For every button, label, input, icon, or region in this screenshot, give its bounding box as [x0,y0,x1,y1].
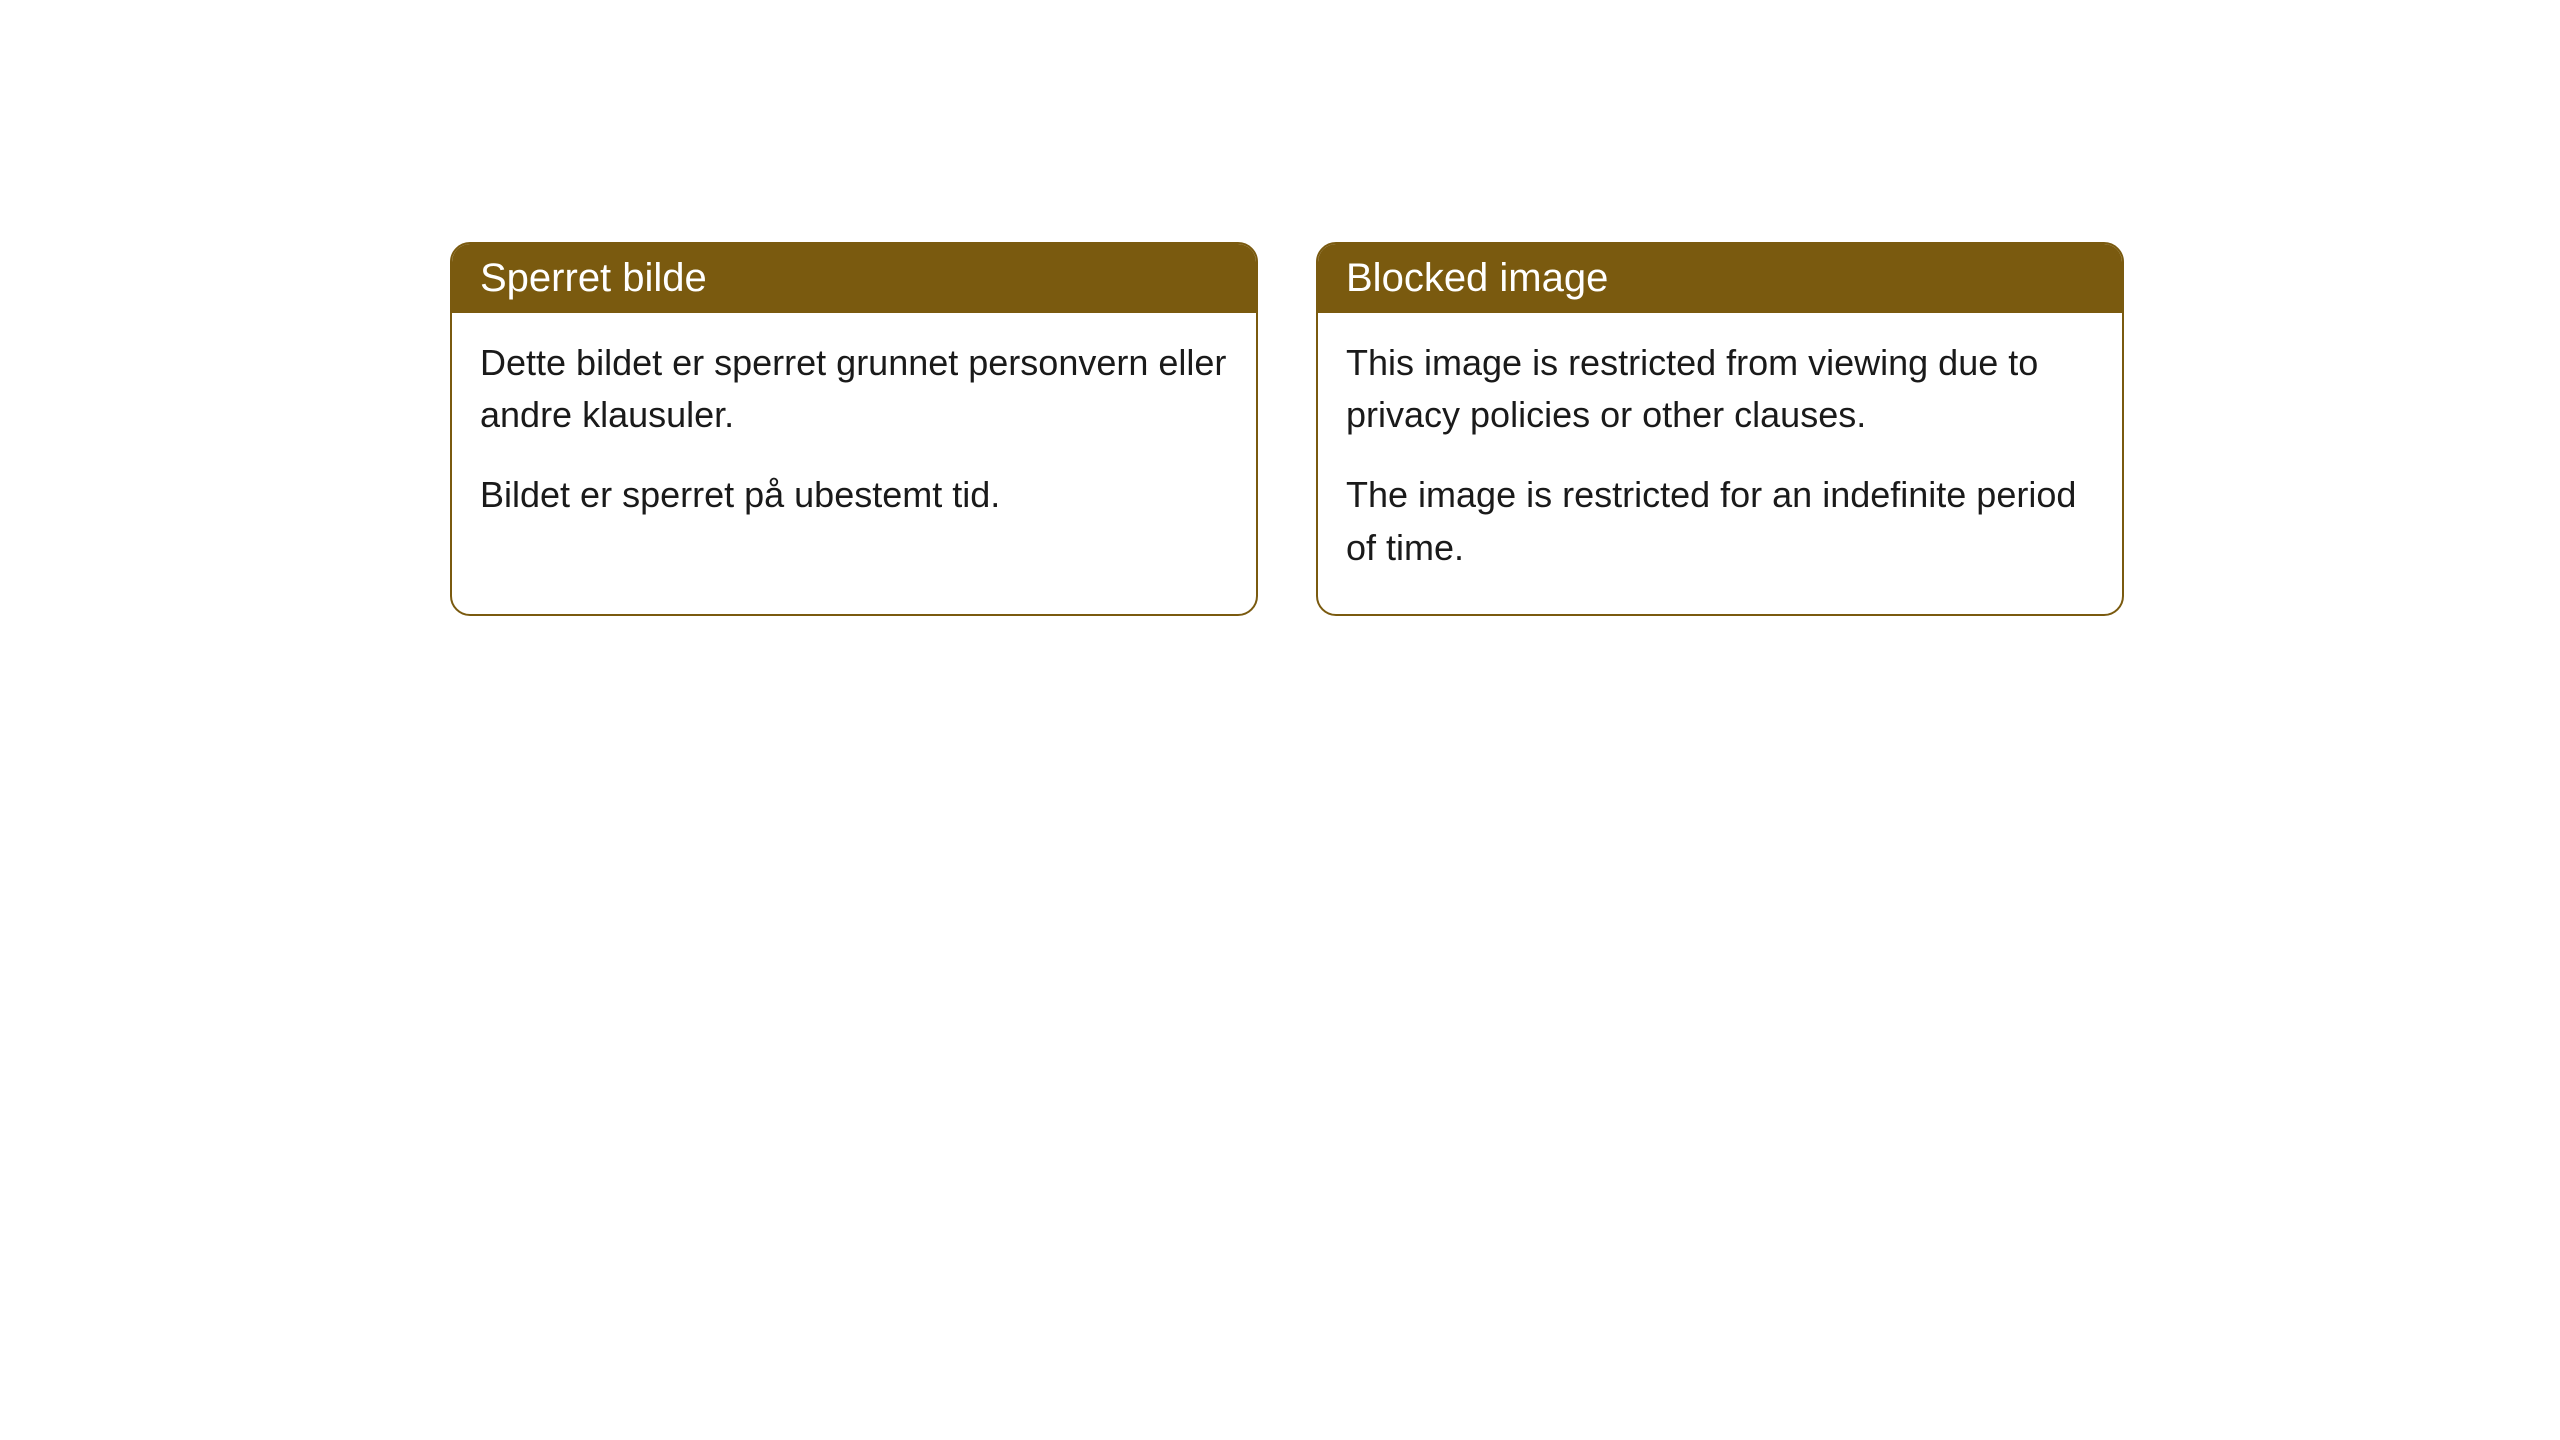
card-title: Sperret bilde [452,244,1256,313]
notice-card-norwegian: Sperret bilde Dette bildet er sperret gr… [450,242,1258,616]
card-title: Blocked image [1318,244,2122,313]
card-paragraph: Bildet er sperret på ubestemt tid. [480,469,1228,521]
card-paragraph: Dette bildet er sperret grunnet personve… [480,337,1228,441]
notice-card-english: Blocked image This image is restricted f… [1316,242,2124,616]
notice-cards-container: Sperret bilde Dette bildet er sperret gr… [450,242,2124,616]
card-body: This image is restricted from viewing du… [1318,313,2122,614]
card-paragraph: This image is restricted from viewing du… [1346,337,2094,441]
card-paragraph: The image is restricted for an indefinit… [1346,469,2094,573]
card-body: Dette bildet er sperret grunnet personve… [452,313,1256,562]
